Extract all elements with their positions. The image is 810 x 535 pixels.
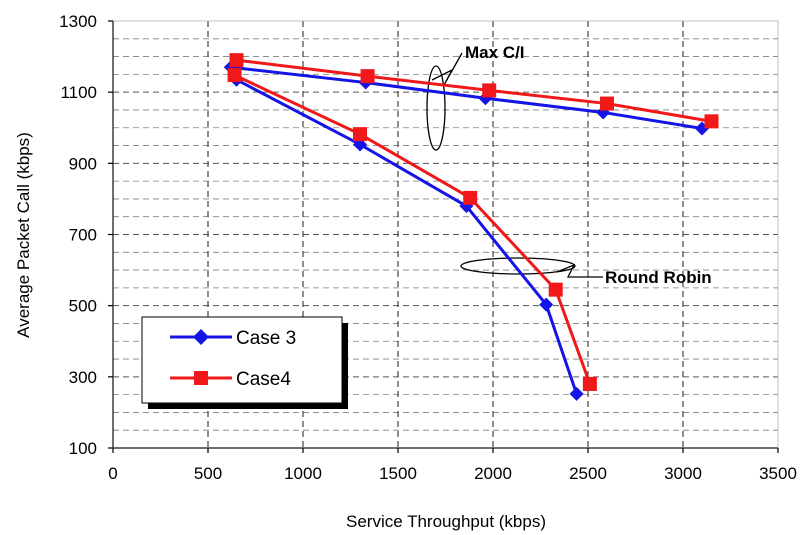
data-point-case3 [569,386,584,401]
x-tick-label: 500 [194,464,222,483]
x-tick-label: 2500 [569,464,607,483]
x-tick-label: 3500 [759,464,797,483]
round-robin-label: Round Robin [605,268,712,287]
data-point-case4 [600,96,614,111]
x-tick-label: 0 [108,464,117,483]
y-tick-label: 900 [69,154,97,173]
y-axis-title: Average Packet Call (kbps) [14,132,33,338]
data-point-case4 [548,282,563,297]
legend-box [141,316,343,404]
x-axis-title: Service Throughput (kbps) [346,512,546,531]
y-tick-label: 1300 [59,12,97,31]
y-tick-label: 700 [69,226,97,245]
annotations: Max C/I Round Robin [426,43,712,287]
data-point-case3 [539,297,554,312]
x-tick-label: 3000 [664,464,702,483]
legend: Case 3 Case4 [141,316,348,409]
data-point-case4 [227,68,242,83]
y-tick-label: 100 [69,439,97,458]
max-ci-label: Max C/I [465,43,525,62]
series-line-case3-max-ci [230,65,703,130]
max-ci-bracket-ellipse [426,65,446,151]
max-ci-leader-line [431,52,463,86]
tick-labels: 0 500 1000 1500 2000 2500 3000 3500 100 300 500 700… [59,12,797,483]
series [223,53,719,401]
data-point-case4 [582,376,597,391]
round-robin-leader-line [556,263,603,278]
data-point-case4 [463,190,478,205]
y-tick-label: 1100 [60,83,97,102]
data-point-case4 [229,53,244,68]
round-robin-bracket-ellipse [460,257,576,275]
series-line-case4-max-ci [236,58,712,123]
data-point-case4 [482,83,497,98]
x-tick-label: 1000 [284,464,322,483]
legend-marker-case3 [193,329,209,345]
y-tick-label: 500 [69,297,97,316]
legend-label-case3: Case 3 [236,328,296,349]
y-tick-label: 300 [69,368,97,387]
legend-marker-case4 [194,371,208,385]
legend-label-case4: Case4 [236,369,291,390]
x-tick-label: 2000 [474,464,512,483]
data-point-case4 [353,127,367,142]
x-tick-label: 1500 [379,464,417,483]
data-point-case4 [360,69,375,84]
data-point-case4 [704,114,719,129]
